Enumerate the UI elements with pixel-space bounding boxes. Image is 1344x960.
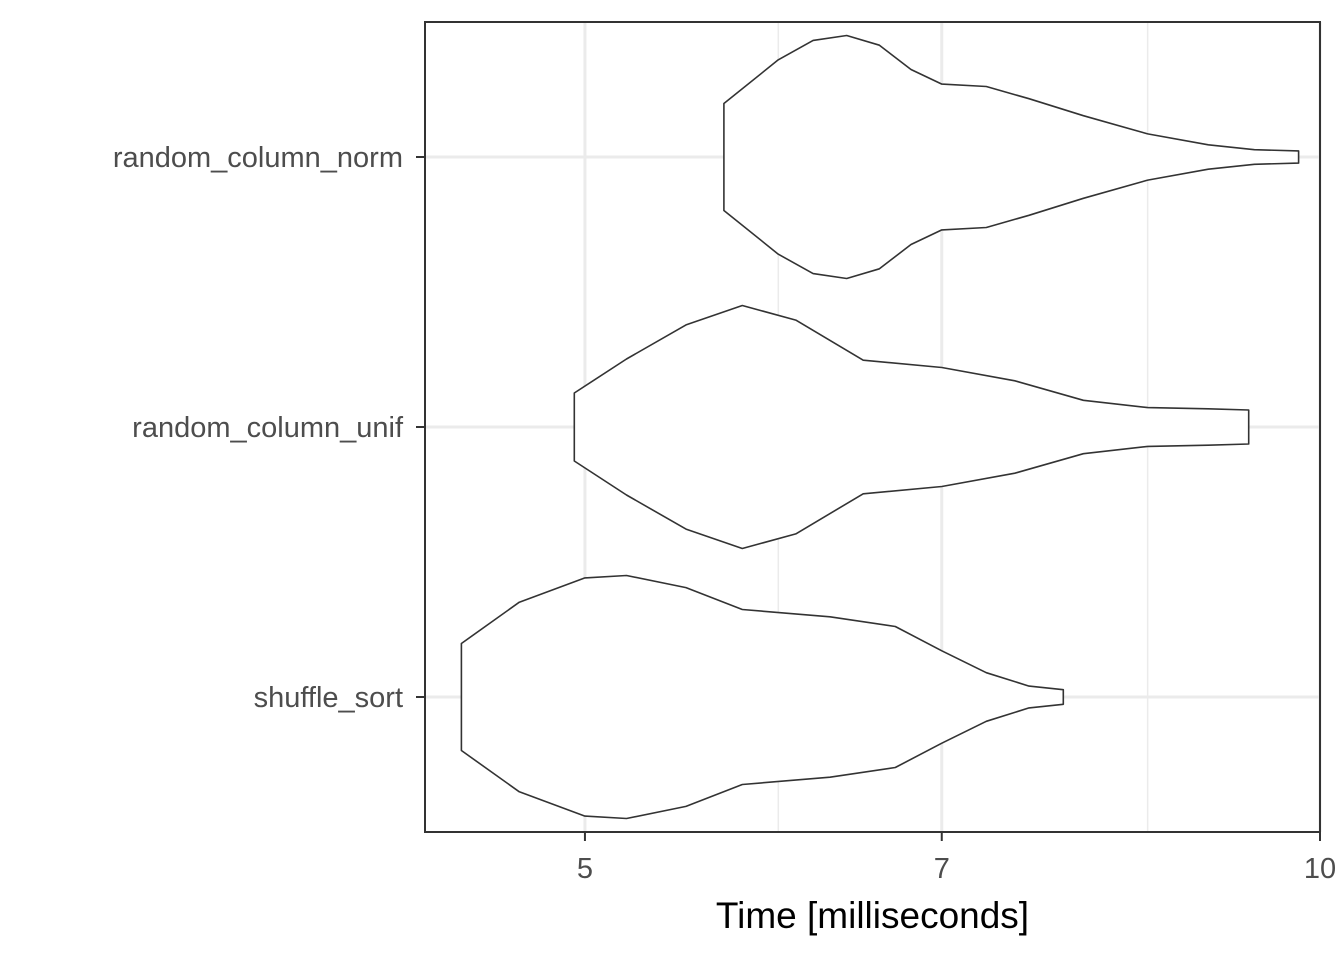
violin-random-column-norm <box>723 34 1300 280</box>
x-tick-label: 10 <box>1304 853 1336 885</box>
violins <box>460 34 1300 820</box>
x-axis: 5 7 10 <box>577 832 1336 885</box>
violin-shuffle-sort <box>460 574 1065 820</box>
violin-random-column-unif <box>573 304 1250 550</box>
x-tick-label: 7 <box>934 853 950 885</box>
y-tick-label: random_column_unif <box>132 412 404 444</box>
y-axis: random_column_norm random_column_unifshuf… <box>113 142 425 714</box>
y-tick-label: random_column_norm <box>113 142 403 174</box>
x-tick-label: 5 <box>577 853 593 885</box>
y-tick-label: shuffle_sort <box>254 682 403 714</box>
x-axis-title: Time [milliseconds] <box>716 895 1029 936</box>
